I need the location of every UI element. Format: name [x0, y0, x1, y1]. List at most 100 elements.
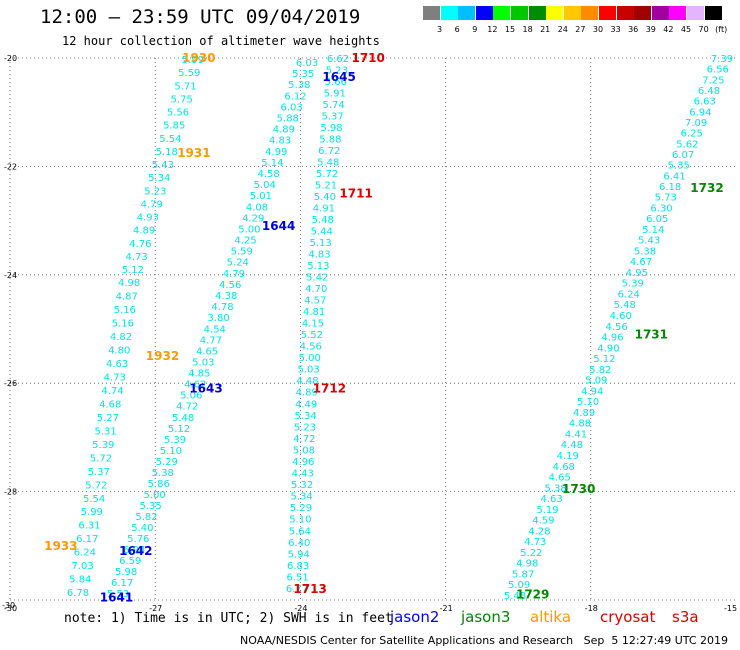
wave-height-value: 4.87 [116, 292, 138, 303]
wave-height-value: 4.19 [557, 451, 579, 462]
color-scale-label: 27 [575, 25, 586, 34]
wave-height-value: 6.31 [78, 521, 100, 532]
wave-height-value: 5.84 [69, 575, 91, 586]
pass-time-label: 1711 [339, 187, 372, 201]
wave-height-value: 5.09 [585, 376, 607, 387]
wave-height-value: 5.37 [88, 467, 110, 478]
color-scale-label: 33 [610, 25, 621, 34]
wave-height-value: 6.48 [698, 86, 720, 97]
wave-height-value: 5.43 [152, 160, 174, 171]
color-scale-label: 24 [557, 25, 568, 34]
wave-height-value: 5.23 [294, 422, 316, 433]
color-scale-label: (ft) [715, 25, 728, 34]
wave-height-value: 4.08 [246, 202, 268, 213]
color-swatch [511, 6, 528, 20]
wave-height-value: 5.53 [107, 589, 129, 600]
lat-tick-label: -26 [4, 379, 17, 388]
wave-height-value: 5.38 [152, 468, 174, 479]
wave-height-value: 6.78 [67, 588, 89, 599]
wave-height-value: 5.35 [139, 501, 161, 512]
wave-height-value: 5.29 [290, 503, 312, 514]
wave-height-value: 5.12 [593, 354, 615, 365]
color-scale-label: 36 [628, 25, 639, 34]
wave-height-value: 5.08 [293, 446, 315, 457]
color-swatch [634, 6, 652, 20]
color-scale-label: 6 [454, 25, 460, 34]
wave-height-value: 7.03 [71, 561, 93, 572]
wave-height-value: 5.39 [164, 435, 186, 446]
wave-height-value: 4.89 [273, 125, 295, 136]
wave-height-value: 6.12 [284, 91, 306, 102]
wave-height-value: 5.13 [307, 261, 329, 272]
wave-height-value: 5.72 [90, 453, 112, 464]
wave-height-value: 5.29 [156, 457, 178, 468]
wave-height-value: 4.89 [133, 226, 155, 237]
wave-height-value: 5.48 [317, 158, 339, 169]
wave-height-value: 6.62 [327, 54, 349, 65]
wave-height-value: 5.16 [112, 319, 134, 330]
wave-height-value: 5.06 [180, 391, 202, 402]
wave-height-value: 4.72 [176, 402, 198, 413]
wave-height-value: 5.48 [172, 413, 194, 424]
wave-height-value: 4.54 [204, 324, 226, 335]
wave-height-value: 5.82 [135, 512, 157, 523]
wave-height-value: 7.09 [685, 118, 707, 129]
wave-height-value: 5.66 [325, 77, 347, 88]
color-swatch [493, 6, 511, 20]
wave-height-value: 4.73 [524, 537, 546, 548]
wave-height-value: 5.38 [634, 246, 656, 257]
wave-height-value: 5.35 [292, 69, 314, 80]
color-scale-label: 45 [680, 25, 692, 34]
wave-height-value: 5.59 [231, 247, 253, 258]
wave-height-value: 5.00 [143, 490, 165, 501]
wave-height-value: 5.21 [315, 181, 337, 192]
wave-height-value: 4.89 [573, 408, 595, 419]
wave-height-value: 4.58 [257, 169, 279, 180]
wave-height-value: 5.62 [676, 139, 698, 150]
lat-tick-label: -24 [4, 271, 17, 280]
wave-height-value: 5.48 [504, 591, 526, 602]
color-scale-label: 30 [592, 25, 604, 34]
wave-height-value: 5.98 [320, 123, 342, 134]
wave-height-value: 4.28 [528, 526, 550, 537]
legend-entry-altika: altika [530, 608, 572, 626]
wave-height-value: 6.17 [111, 578, 133, 589]
wave-height-value: 4.68 [99, 400, 121, 411]
wave-height-value: 6.40 [288, 538, 310, 549]
wave-height-value: 5.09 [508, 580, 530, 591]
wave-height-value: 4.25 [234, 236, 256, 247]
wave-height-value: 4.70 [305, 284, 327, 295]
wave-height-value: 5.71 [174, 81, 196, 92]
wave-height-value: 5.14 [261, 158, 283, 169]
wave-height-value: 5.19 [536, 505, 558, 516]
lon-tick-label: -21 [440, 604, 453, 613]
wave-height-value: 6.41 [663, 171, 685, 182]
wave-height-value: 5.54 [83, 494, 105, 505]
wave-height-value: 5.16 [114, 305, 136, 316]
wave-height-value: 4.96 [601, 333, 623, 344]
color-scale-label: 21 [540, 25, 551, 34]
wave-height-value: 5.18 [156, 147, 178, 158]
wave-height-value: 6.07 [672, 150, 694, 161]
pass-time-label: 1732 [690, 181, 723, 195]
lon-tick-label: -18 [585, 604, 598, 613]
wave-height-value: 5.13 [309, 238, 331, 249]
wave-height-value: 5.91 [324, 89, 346, 100]
wave-height-value: 5.88 [319, 135, 341, 146]
wave-height-value: 5.98 [115, 567, 137, 578]
wave-height-value: 4.98 [118, 278, 140, 289]
wave-height-value: 4.83 [308, 250, 330, 261]
wave-height-value: 6.18 [659, 182, 681, 193]
wave-height-value: 6.24 [618, 289, 640, 300]
color-swatch [528, 6, 546, 20]
wave-height-value: 4.72 [293, 434, 315, 445]
wave-height-value: 4.38 [215, 291, 237, 302]
lat-tick-label: -22 [4, 162, 17, 171]
wave-height-value: 6.63 [694, 97, 716, 108]
wave-height-value: 6.05 [646, 214, 668, 225]
wave-height-value: 6.94 [689, 107, 711, 118]
color-scale-label: 70 [698, 25, 709, 34]
wave-height-value: 6.72 [318, 146, 340, 157]
wave-height-value: 4.68 [553, 462, 575, 473]
wave-height-value: 4.99 [265, 147, 287, 158]
